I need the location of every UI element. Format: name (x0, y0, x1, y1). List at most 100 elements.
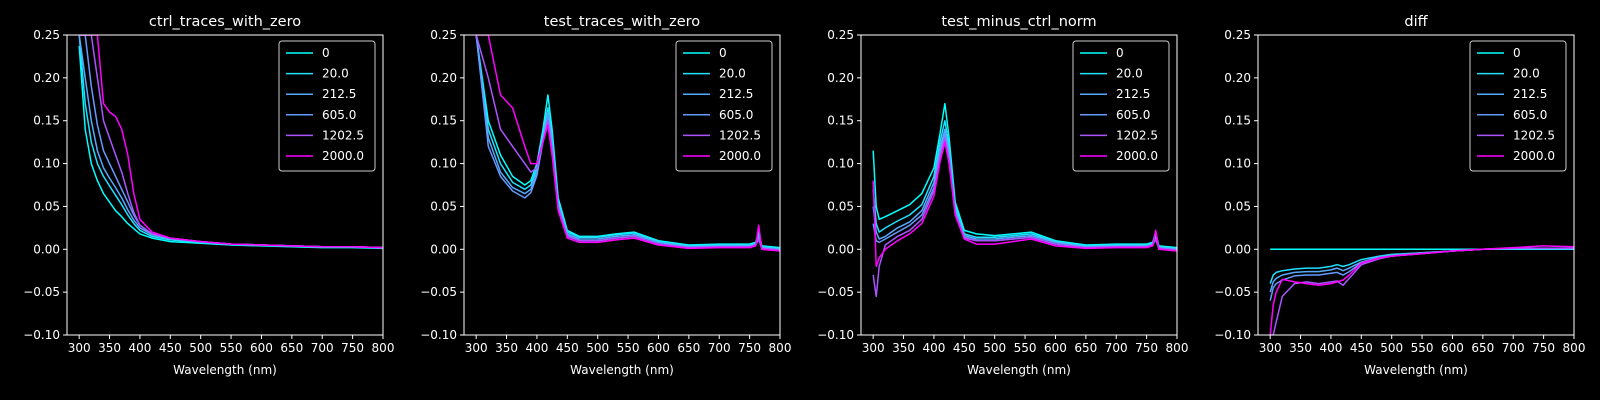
legend: 0 20.0 212.5 605.0 1202.5 2000.0 (278, 40, 376, 172)
legend-label: 20.0 (322, 67, 349, 81)
axes-frame (860, 34, 1178, 336)
x-tick-label: 400 (922, 341, 945, 355)
legend-label: 2000.0 (1513, 149, 1555, 163)
axes-frame (463, 34, 781, 336)
y-tick-label: 0.20 (33, 71, 60, 85)
legend-label: 20.0 (1116, 67, 1143, 81)
series-lines (872, 102, 1177, 298)
legend-label: 212.5 (719, 87, 753, 101)
y-tick-label: 0.15 (1224, 114, 1251, 128)
x-tick-label: 700 (708, 341, 731, 355)
x-tick-label: 600 (647, 341, 670, 355)
legend-label: 212.5 (1513, 87, 1547, 101)
x-tick-label: 600 (1441, 341, 1464, 355)
y-tick-label: 0.20 (827, 71, 854, 85)
legend-label: 605.0 (719, 108, 753, 122)
x-axis-label: Wavelength (nm) (1364, 363, 1468, 377)
axes-frame (66, 34, 384, 336)
y-tick-label: 0.15 (827, 114, 854, 128)
y-tick-label: 0.20 (1224, 71, 1251, 85)
series-lines (78, 35, 383, 250)
x-tick-label: 600 (250, 341, 273, 355)
chart-title: test_minus_ctrl_norm (941, 14, 1096, 30)
y-tick-label: 0.25 (827, 28, 854, 42)
y-tick-label: −0.05 (817, 285, 854, 299)
legend-label: 20.0 (719, 67, 746, 81)
series-line-2000.0 (476, 35, 780, 252)
legend-label: 20.0 (1513, 67, 1540, 81)
legend-label: 1202.5 (1513, 128, 1555, 142)
series-line-2000.0 (79, 35, 383, 249)
x-tick-label: 450 (1350, 341, 1373, 355)
x-tick-label: 350 (1289, 341, 1312, 355)
y-tick-label: 0.25 (1224, 28, 1251, 42)
x-tick-label: 600 (1044, 341, 1067, 355)
x-axis-label: Wavelength (nm) (173, 363, 277, 377)
x-tick-label: 700 (311, 341, 334, 355)
chart-panel-3: 300 350 400 450 500 550 600 650 700 750 800 −0.10 −0… (817, 14, 1188, 377)
y-tick-label: 0.10 (827, 157, 854, 171)
legend-label: 1202.5 (1116, 128, 1158, 142)
y-tick-label: 0.00 (430, 242, 457, 256)
legend-label: 212.5 (322, 87, 356, 101)
x-tick-label: 300 (465, 341, 488, 355)
y-tick-label: 0.00 (827, 242, 854, 256)
legend-label: 0 (1513, 46, 1521, 60)
y-tick-label: 0.05 (827, 199, 854, 213)
x-tick-label: 450 (953, 341, 976, 355)
legend-label: 2000.0 (719, 149, 761, 163)
chart-title: diff (1404, 14, 1428, 30)
x-tick-label: 650 (1074, 341, 1097, 355)
x-tick-label: 750 (1532, 341, 1555, 355)
x-tick-label: 400 (1319, 341, 1342, 355)
y-tick-label: −0.10 (420, 328, 457, 342)
axes-frame (1257, 34, 1575, 336)
y-tick-label: −0.05 (1214, 285, 1251, 299)
x-axis-label: Wavelength (nm) (967, 363, 1071, 377)
x-tick-label: 800 (769, 341, 792, 355)
series-line-0 (475, 35, 780, 249)
series-line-20.0 (475, 35, 780, 250)
legend-label: 0 (719, 46, 727, 60)
x-tick-label: 450 (159, 341, 182, 355)
x-tick-label: 400 (128, 341, 151, 355)
series-line-2000.0 (1269, 245, 1574, 335)
x-tick-label: 300 (68, 341, 91, 355)
series-line-0 (78, 46, 383, 250)
x-tick-label: 800 (1166, 341, 1189, 355)
x-axis-label: Wavelength (nm) (570, 363, 674, 377)
legend-label: 2000.0 (322, 149, 364, 163)
chart-panel-2: 300 350 400 450 500 550 600 650 700 750 800 −0.10 −0… (420, 14, 791, 377)
x-tick-label: 550 (1014, 341, 1037, 355)
legend: 0 20.0 212.5 605.0 1202.5 2000.0 (1072, 40, 1170, 172)
x-tick-label: 350 (892, 341, 915, 355)
chart-title: ctrl_traces_with_zero (149, 14, 301, 30)
legend: 0 20.0 212.5 605.0 1202.5 2000.0 (1469, 40, 1567, 172)
series-lines (1269, 245, 1574, 335)
x-tick-label: 700 (1105, 341, 1128, 355)
x-tick-label: 350 (98, 341, 121, 355)
series-line-2000.0 (872, 141, 1177, 268)
y-tick-label: 0.10 (33, 157, 60, 171)
x-tick-label: 350 (495, 341, 518, 355)
x-tick-label: 800 (372, 341, 395, 355)
series-lines (475, 35, 780, 252)
x-tick-label: 650 (677, 341, 700, 355)
x-tick-label: 750 (738, 341, 761, 355)
x-tick-label: 650 (280, 341, 303, 355)
legend-label: 0 (322, 46, 330, 60)
y-tick-label: 0.10 (1224, 157, 1251, 171)
x-tick-label: 550 (1411, 341, 1434, 355)
y-tick-label: 0.05 (430, 199, 457, 213)
legend-label: 605.0 (1513, 108, 1547, 122)
y-tick-label: 0.15 (33, 114, 60, 128)
y-tick-label: 0.10 (430, 157, 457, 171)
series-line-0 (872, 102, 1177, 249)
y-tick-label: 0.15 (430, 114, 457, 128)
x-tick-label: 750 (341, 341, 364, 355)
x-tick-label: 500 (1380, 341, 1403, 355)
y-tick-label: 0.20 (430, 71, 457, 85)
x-tick-label: 500 (586, 341, 609, 355)
